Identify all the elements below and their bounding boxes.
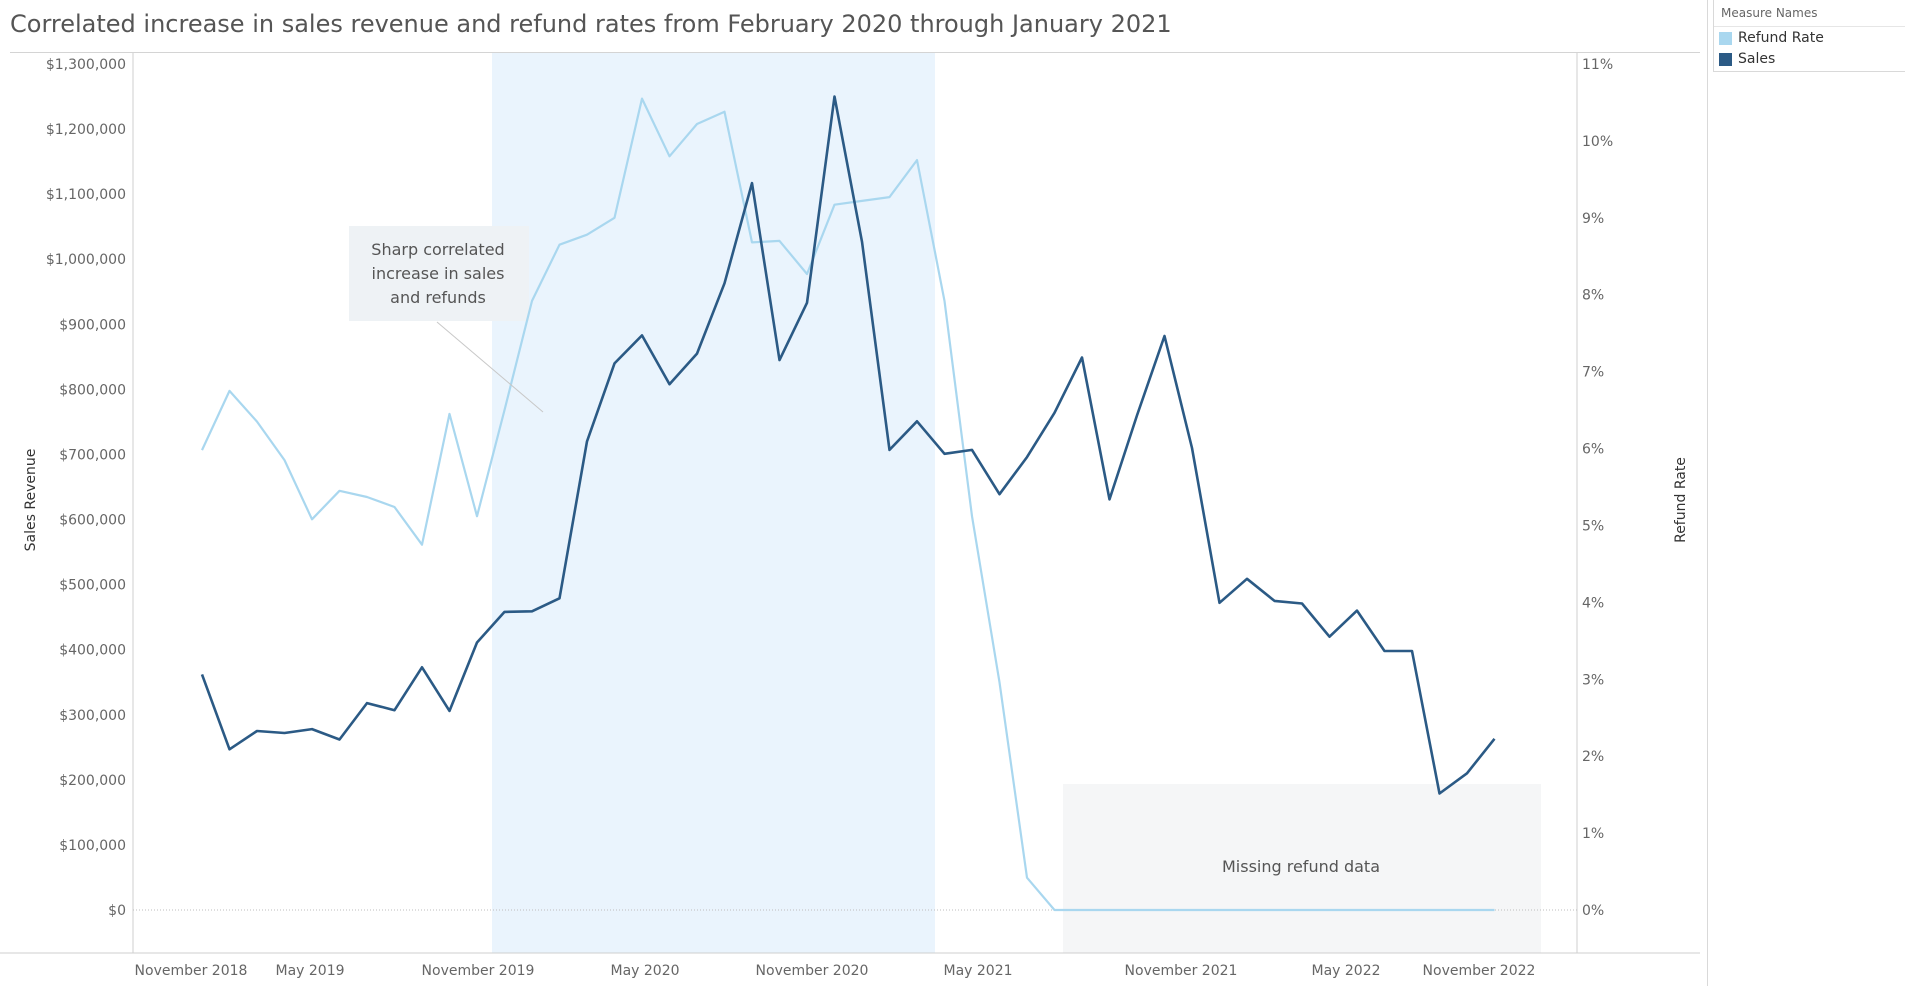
- x-tick-label: November 2018: [135, 963, 248, 979]
- y-tick-label: $1,300,000: [46, 57, 126, 73]
- x-tick-label: May 2019: [275, 963, 344, 979]
- legend-label-refund-rate: Refund Rate: [1738, 30, 1824, 46]
- x-tick-label: November 2022: [1423, 963, 1536, 979]
- y-tick-label: $500,000: [59, 578, 126, 594]
- y-tick-label: $300,000: [59, 708, 126, 724]
- y2-tick-label: 2%: [1582, 749, 1604, 765]
- series-line-refund-rate: [201, 97, 1495, 912]
- y-tick-label: $400,000: [59, 643, 126, 659]
- highlight-bands: [349, 53, 1541, 953]
- y2-tick-label: 6%: [1582, 442, 1604, 458]
- legend-item-refund-rate[interactable]: Refund Rate: [1719, 29, 1824, 47]
- y2-tick-label: 1%: [1582, 826, 1604, 842]
- y2-axis-ticks: 0% 1% 2% 3% 4% 5% 6% 7% 8% 9% 10% 11%: [1582, 57, 1613, 919]
- y2-tick-label: 10%: [1582, 134, 1613, 150]
- y-axis-ticks: $0 $100,000 $200,000 $300,000 $400,000 $500,0…: [46, 57, 126, 919]
- annotations: Sharp correlated increase in sales and ref…: [371, 240, 1380, 876]
- refund-rate-swatch: [1719, 31, 1732, 45]
- y-tick-label: $200,000: [59, 773, 126, 789]
- series-line-sales: [200, 95, 1496, 795]
- y2-tick-label: 4%: [1582, 595, 1604, 611]
- annotation-text-line: Sharp correlated: [371, 240, 504, 259]
- x-tick-label: November 2019: [422, 963, 535, 979]
- panel-divider: [1707, 0, 1708, 986]
- x-tick-label: November 2020: [756, 963, 869, 979]
- y2-tick-label: 9%: [1582, 211, 1604, 227]
- y-tick-label: $700,000: [59, 447, 126, 463]
- legend-title: Measure Names: [1721, 6, 1818, 20]
- y-tick-label: $1,200,000: [46, 122, 126, 138]
- y-tick-label: $1,000,000: [46, 252, 126, 268]
- y-tick-label: $900,000: [59, 317, 126, 333]
- y2-tick-label: 3%: [1582, 672, 1604, 688]
- legend[interactable]: Measure Names Refund Rate Sales: [1713, 0, 1905, 72]
- y-tick-label: $0: [108, 903, 126, 919]
- y2-axis-title: Refund Rate: [1673, 457, 1689, 543]
- highlight-band-covid-period: [492, 53, 935, 953]
- y-tick-label: $100,000: [59, 838, 126, 854]
- y2-tick-label: 7%: [1582, 365, 1604, 381]
- y-axis-title: Sales Revenue: [23, 449, 39, 552]
- sales-swatch: [1719, 52, 1732, 66]
- x-tick-label: May 2022: [1311, 963, 1380, 979]
- annotation-text-line: increase in sales: [372, 264, 505, 283]
- annotation-pointer: [436, 321, 544, 413]
- y-tick-label: $600,000: [59, 513, 126, 529]
- annotation-box: [349, 226, 529, 321]
- x-tick-label: May 2020: [610, 963, 679, 979]
- y2-tick-label: 11%: [1582, 57, 1613, 73]
- y-tick-label: $1,100,000: [46, 187, 126, 203]
- legend-label-sales: Sales: [1738, 51, 1776, 67]
- legend-item-sales[interactable]: Sales: [1719, 50, 1775, 68]
- legend-divider: [1714, 26, 1905, 27]
- title-divider: [10, 52, 1700, 53]
- y2-tick-label: 0%: [1582, 903, 1604, 919]
- annotation-text-line: and refunds: [390, 288, 486, 307]
- x-tick-label: May 2021: [943, 963, 1012, 979]
- missing-data-label: Missing refund data: [1222, 857, 1380, 876]
- x-axis-ticks: November 2018 May 2019 November 2019 May 20…: [135, 963, 1536, 979]
- x-tick-label: November 2021: [1125, 963, 1238, 979]
- y2-tick-label: 8%: [1582, 288, 1604, 304]
- chart-title: Correlated increase in sales revenue and…: [10, 10, 1172, 38]
- series-lines[interactable]: [200, 95, 1496, 912]
- y2-tick-label: 5%: [1582, 518, 1604, 534]
- missing-data-band: [1063, 784, 1541, 953]
- y-tick-label: $800,000: [59, 382, 126, 398]
